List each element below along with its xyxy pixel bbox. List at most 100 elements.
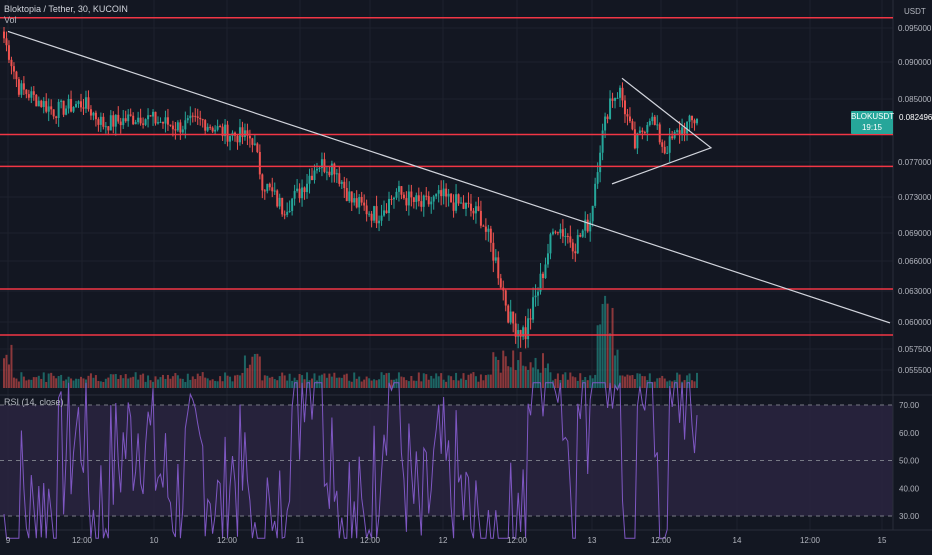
rsi-axis-label: 60.00 [899, 429, 920, 438]
candle-body [62, 100, 65, 115]
volume-bar [589, 375, 592, 388]
candle-body [494, 257, 497, 261]
volume-bar [469, 373, 472, 388]
volume-bar [537, 369, 540, 388]
candle-body [149, 115, 152, 117]
volume-bar [527, 369, 530, 388]
candle-body [472, 210, 475, 214]
time-axis-label: 12:00 [507, 536, 528, 545]
candle-body [397, 186, 400, 192]
candle-body [137, 117, 140, 123]
volume-bar [281, 372, 284, 388]
volume-bar [397, 372, 400, 388]
volume-bar [97, 380, 100, 388]
candle-body [561, 229, 564, 237]
time-axis-label: 12:00 [651, 536, 672, 545]
candle-body [368, 213, 371, 215]
volume-bar [25, 380, 28, 388]
volume-bar [609, 333, 612, 388]
volume-bar [229, 376, 232, 388]
candle-body [122, 118, 125, 126]
volume-bar [648, 373, 651, 388]
candle-body [298, 188, 301, 199]
volume-bar [82, 378, 85, 388]
candle-body [514, 323, 517, 337]
volume-bar [92, 377, 95, 388]
candle-body [609, 98, 612, 119]
candle-body [176, 122, 179, 131]
volume-bar [378, 379, 381, 388]
volume-bar [75, 378, 78, 388]
candle-body [638, 130, 641, 134]
candle-body [30, 91, 33, 98]
candle-body [415, 195, 418, 202]
candle-body [537, 291, 540, 296]
volume-bar [462, 373, 465, 388]
time-axis-label: 10 [150, 536, 159, 545]
volume-bar [157, 379, 159, 388]
volume-bar [452, 380, 455, 388]
candle-body [253, 143, 256, 145]
volume-bar [437, 376, 440, 388]
candle-body [427, 196, 430, 205]
candle-body [683, 127, 686, 134]
candle-body [584, 219, 587, 231]
volume-bar [276, 380, 279, 388]
volume-bar [122, 378, 125, 388]
candle-body [544, 264, 547, 279]
volume-bar [328, 373, 331, 388]
volume-bar [12, 377, 15, 388]
candle-body [383, 210, 386, 216]
volume-bar [678, 374, 681, 388]
rsi-axis-label: 50.00 [899, 457, 920, 466]
candle-body [345, 188, 348, 201]
volume-bar [412, 380, 415, 388]
candle-body [70, 98, 73, 112]
volume-bar [238, 375, 241, 388]
volume-bar [154, 376, 157, 388]
volume-bar [206, 378, 209, 388]
candle-body [365, 205, 368, 215]
volume-bar [77, 378, 80, 388]
candle-body [504, 290, 507, 306]
candle-body [313, 170, 316, 181]
candle-body [450, 193, 453, 203]
candle-body [226, 124, 229, 142]
candle-body [308, 175, 311, 184]
candle-body [283, 214, 286, 216]
candle-body [315, 168, 318, 171]
volume-bar [57, 376, 60, 388]
candle-body [546, 253, 549, 265]
candle-body [134, 122, 137, 125]
time-axis-label: 12:00 [217, 536, 238, 545]
candle-body [236, 135, 239, 143]
candle-body [497, 257, 500, 279]
volume-bar [566, 379, 569, 388]
volume-bar [291, 380, 294, 388]
candle-body [636, 133, 639, 149]
volume-bar [450, 376, 453, 388]
volume-bar [3, 358, 5, 388]
candle-body [373, 206, 376, 221]
volume-bar [507, 366, 510, 388]
volume-bar [181, 378, 184, 388]
volume-bar [556, 373, 559, 388]
volume-bar [467, 374, 470, 388]
candle-body [551, 231, 554, 235]
candle-body [47, 106, 50, 112]
volume-bar [241, 372, 244, 388]
volume-bar [477, 381, 480, 388]
candle-body [179, 122, 182, 133]
volume-bar [134, 372, 137, 388]
volume-bar [596, 325, 599, 388]
volume-bar [479, 374, 482, 388]
candle-body [681, 127, 684, 135]
volume-bar [258, 356, 261, 388]
volume-bar [614, 355, 617, 388]
candle-body [440, 190, 443, 197]
candle-body [117, 114, 120, 122]
candle-body [656, 124, 659, 126]
candle-body [517, 330, 520, 337]
candle-body [479, 210, 482, 226]
